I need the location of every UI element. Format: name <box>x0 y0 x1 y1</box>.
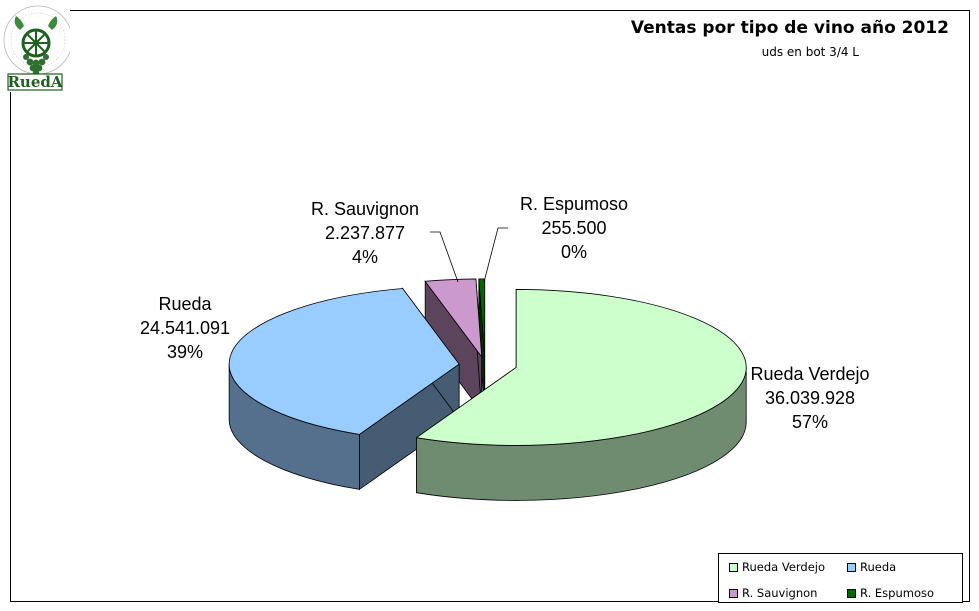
legend-label: R. Espumoso <box>860 586 935 600</box>
rueda-logo: RuedA <box>0 0 73 92</box>
label-name: Rueda <box>158 294 212 314</box>
leader-line-r-espumoso <box>483 227 508 283</box>
slice-label-rueda-verdejo: Rueda Verdejo 36.039.928 57% <box>750 364 869 432</box>
legend-swatch <box>847 588 856 598</box>
legend-label: R. Sauvignon <box>742 586 818 600</box>
label-percent: 0% <box>561 242 587 262</box>
legend-item-rueda: Rueda <box>847 560 896 574</box>
pie-slice-rueda <box>228 287 460 491</box>
chart-frame <box>10 10 970 602</box>
legend-item-rueda-verdejo: Rueda Verdejo <box>729 560 825 574</box>
label-percent: 4% <box>352 247 378 267</box>
label-value: 36.039.928 <box>765 388 855 408</box>
legend-swatch <box>847 562 856 572</box>
leader-line-r-sauvignon <box>430 231 459 283</box>
label-value: 2.237.877 <box>325 223 405 243</box>
leader-lines <box>430 227 508 283</box>
legend-label: Rueda <box>860 560 897 574</box>
logo-wordmark: RuedA <box>7 73 62 91</box>
label-value: 24.541.091 <box>140 318 230 338</box>
legend-item-r-sauvignon: R. Sauvignon <box>729 586 817 600</box>
label-name: R. Sauvignon <box>311 199 419 219</box>
slice-label-r-sauvignon: R. Sauvignon 2.237.877 4% <box>311 199 419 267</box>
slice-labels: Rueda Verdejo 36.039.928 57% Rueda 24.541.09… <box>140 194 870 432</box>
label-percent: 39% <box>167 342 203 362</box>
pie-slice-top-rueda <box>228 288 460 435</box>
label-value: 255.500 <box>541 218 606 238</box>
label-percent: 57% <box>792 412 828 432</box>
legend-swatch <box>729 562 738 572</box>
legend-swatch <box>729 588 738 598</box>
pie-slice-top-r-sauvignon <box>424 278 483 359</box>
chart-title: Ventas por tipo de vino año 2012 <box>630 18 949 38</box>
pie-slice-top-rueda-verdejo <box>415 289 747 446</box>
slice-label-r-espumoso: R. Espumoso 255.500 0% <box>520 194 628 262</box>
slice-label-rueda: Rueda 24.541.091 39% <box>140 294 230 362</box>
legend-label: Rueda Verdejo <box>742 560 826 574</box>
label-name: R. Espumoso <box>520 194 628 214</box>
label-name: Rueda Verdejo <box>750 364 869 384</box>
chart-subtitle: uds en bot 3/4 L <box>761 45 859 59</box>
legend: Rueda Verdejo Rueda R. Sauvignon R. Espu… <box>718 553 963 603</box>
pie-slice-rueda-verdejo <box>415 289 747 501</box>
legend-item-r-espumoso: R. Espumoso <box>847 586 934 600</box>
grape-wheel-logo-icon: RuedA <box>3 5 73 91</box>
